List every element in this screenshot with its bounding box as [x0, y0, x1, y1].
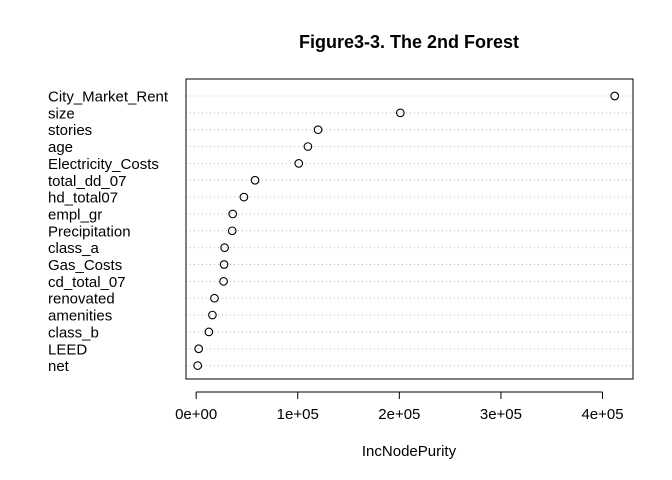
category-label: LEED	[48, 341, 87, 358]
grid-lines	[186, 95, 633, 367]
category-label: Gas_Costs	[48, 257, 122, 274]
data-point	[610, 91, 620, 101]
data-point	[194, 344, 204, 354]
data-point	[219, 277, 228, 286]
x-tick-label: 1e+05	[277, 406, 319, 423]
data-point	[210, 293, 219, 303]
category-label: total_dd_07	[48, 173, 126, 190]
x-tick-label: 0e+00	[175, 406, 217, 423]
category-label: stories	[48, 122, 92, 139]
data-point	[204, 327, 214, 337]
category-label: net	[48, 358, 70, 375]
data-point	[220, 243, 229, 252]
category-label: renovated	[48, 291, 115, 308]
category-label: age	[48, 139, 73, 156]
category-label: amenities	[48, 308, 112, 325]
x-tick-label: 2e+05	[378, 406, 420, 423]
category-label: size	[48, 105, 75, 122]
category-label: hd_total07	[48, 190, 118, 207]
data-point	[227, 226, 237, 236]
category-label: class_b	[48, 324, 99, 341]
data-point	[303, 142, 313, 151]
category-label: cd_total_07	[48, 274, 126, 291]
category-label: Precipitation	[48, 223, 131, 240]
category-label: City_Market_Rent	[48, 89, 169, 106]
data-point	[239, 192, 249, 202]
x-tick-label: 4e+05	[581, 406, 623, 423]
data-point	[193, 361, 203, 370]
data-point	[208, 310, 217, 320]
category-label: Electricity_Costs	[48, 156, 159, 173]
x-tick-label: 3e+05	[480, 406, 522, 423]
chart-title: Figure3-3. The 2nd Forest	[299, 32, 519, 52]
category-label: empl_gr	[48, 206, 102, 223]
data-points	[193, 91, 620, 370]
x-axis-label: IncNodePurity	[362, 443, 457, 460]
category-label: class_a	[48, 240, 100, 257]
data-point	[396, 108, 405, 118]
data-point	[219, 260, 229, 269]
x-axis: 0e+00 1e+05 2e+05 3e+05 4e+05	[175, 391, 624, 423]
data-point	[313, 125, 323, 135]
plot-frame	[185, 78, 634, 380]
data-point	[250, 175, 260, 185]
category-labels: City_Market_RentsizestoriesageElectricit…	[48, 89, 169, 376]
data-point	[228, 209, 238, 219]
data-point	[294, 159, 304, 168]
